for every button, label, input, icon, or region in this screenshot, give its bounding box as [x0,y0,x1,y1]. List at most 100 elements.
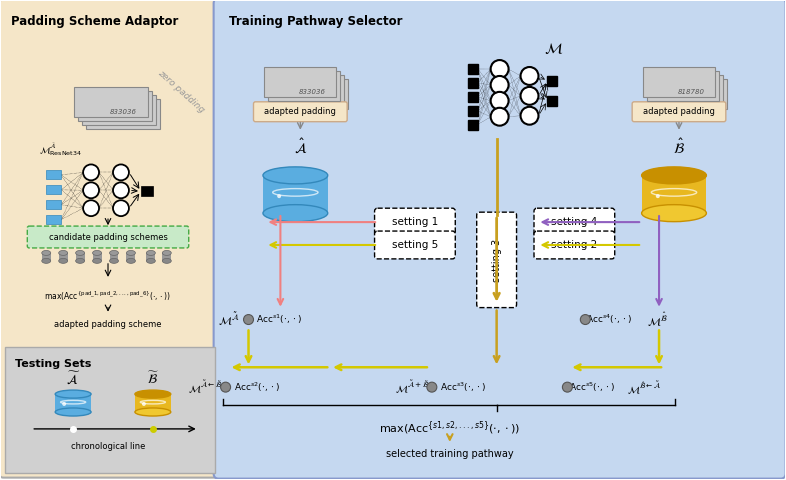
Text: 818780: 818780 [678,89,704,95]
Ellipse shape [263,204,328,222]
Ellipse shape [55,390,91,398]
FancyBboxPatch shape [647,71,719,101]
FancyBboxPatch shape [468,78,478,88]
Circle shape [83,182,99,198]
Text: $\max(\mathrm{Acc}^{\{s1,s2,...,s5\}}(\cdot,\cdot))$: $\max(\mathrm{Acc}^{\{s1,s2,...,s5\}}(\c… [380,419,520,436]
Text: $\mathrm{Acc}^{s1}(\cdot,\cdot)$: $\mathrm{Acc}^{s1}(\cdot,\cdot)$ [256,313,303,326]
Ellipse shape [109,258,119,264]
Ellipse shape [263,167,328,184]
FancyBboxPatch shape [78,91,152,120]
Text: $\widetilde{\mathcal{A}}$: $\widetilde{\mathcal{A}}$ [66,371,80,387]
FancyBboxPatch shape [468,106,478,116]
Ellipse shape [93,258,101,264]
Text: $\mathcal{M}^{\tilde{\mathcal{A}}\leftarrow\tilde{\mathcal{B}}}$: $\mathcal{M}^{\tilde{\mathcal{A}}\leftar… [188,379,222,396]
Ellipse shape [127,251,135,255]
Circle shape [427,382,437,392]
FancyBboxPatch shape [651,75,723,105]
Circle shape [113,200,129,216]
Text: $\hat{\mathcal{A}}$: $\hat{\mathcal{A}}$ [294,138,307,156]
FancyBboxPatch shape [375,208,455,236]
Text: Testing Sets: Testing Sets [16,360,92,369]
Text: $\mathrm{Acc}^{s2}(\cdot,\cdot)$: $\mathrm{Acc}^{s2}(\cdot,\cdot)$ [233,381,279,394]
Circle shape [113,182,129,198]
Circle shape [520,67,538,85]
Circle shape [580,314,590,324]
FancyBboxPatch shape [263,175,328,213]
Circle shape [83,200,99,216]
Circle shape [563,382,572,392]
Circle shape [221,382,230,392]
FancyBboxPatch shape [28,226,189,248]
Text: chronological line: chronological line [71,442,145,451]
Text: $\mathcal{M}^{\hat{\mathcal{B}}}$: $\mathcal{M}^{\hat{\mathcal{B}}}$ [647,310,667,329]
FancyBboxPatch shape [46,170,61,180]
FancyBboxPatch shape [109,253,119,261]
FancyBboxPatch shape [214,0,786,479]
FancyBboxPatch shape [643,67,714,97]
FancyBboxPatch shape [135,394,171,412]
Text: adapted padding: adapted padding [643,107,715,116]
FancyBboxPatch shape [93,253,101,261]
FancyBboxPatch shape [655,79,727,109]
Text: $\mathrm{Acc}^{s3}(\cdot,\cdot)$: $\mathrm{Acc}^{s3}(\cdot,\cdot)$ [440,381,486,394]
FancyBboxPatch shape [46,215,61,224]
Text: zero padding: zero padding [156,69,206,115]
FancyBboxPatch shape [534,231,615,259]
Ellipse shape [163,251,171,255]
FancyBboxPatch shape [269,71,340,101]
FancyBboxPatch shape [254,102,347,122]
Ellipse shape [42,251,51,255]
Circle shape [520,107,538,125]
Circle shape [490,76,509,94]
Text: $\mathcal{M}^{\tilde{\mathcal{A}}}_{\mathrm{ResNet34}}$: $\mathcal{M}^{\tilde{\mathcal{A}}}_{\mat… [39,141,82,158]
Text: $\mathrm{Acc}^{s5}(\cdot,\cdot)$: $\mathrm{Acc}^{s5}(\cdot,\cdot)$ [569,381,615,394]
Circle shape [83,165,99,180]
Text: Training Pathway Selector: Training Pathway Selector [229,15,402,28]
FancyBboxPatch shape [273,75,344,105]
Text: $\mathrm{Acc}^{s4}(\cdot,\cdot)$: $\mathrm{Acc}^{s4}(\cdot,\cdot)$ [586,313,632,326]
Text: setting 5: setting 5 [391,240,438,250]
FancyBboxPatch shape [0,0,219,478]
Text: setting 2: setting 2 [551,240,597,250]
Ellipse shape [93,251,101,255]
FancyBboxPatch shape [127,253,135,261]
Circle shape [244,314,254,324]
FancyBboxPatch shape [82,95,156,125]
FancyBboxPatch shape [468,92,478,102]
Ellipse shape [59,251,68,255]
Text: setting 1: setting 1 [391,217,438,227]
Text: adapted padding: adapted padding [264,107,336,116]
FancyBboxPatch shape [548,76,557,86]
Text: $\mathcal{M}^{\tilde{\mathcal{A}}+\tilde{\mathcal{B}}}$: $\mathcal{M}^{\tilde{\mathcal{A}}+\tilde… [395,379,430,396]
FancyBboxPatch shape [42,253,51,261]
FancyBboxPatch shape [163,253,171,261]
Circle shape [656,194,659,198]
Circle shape [62,402,66,406]
FancyBboxPatch shape [74,87,148,117]
Ellipse shape [75,258,85,264]
FancyBboxPatch shape [6,348,215,473]
Ellipse shape [42,258,51,264]
Text: setting 4: setting 4 [551,217,597,227]
FancyBboxPatch shape [75,253,85,261]
Ellipse shape [163,258,171,264]
Text: $\widetilde{\mathcal{B}}$: $\widetilde{\mathcal{B}}$ [147,371,159,387]
Text: 833036: 833036 [299,89,325,95]
Text: candidate padding schemes: candidate padding schemes [49,232,167,241]
FancyBboxPatch shape [264,67,336,97]
Text: 833036: 833036 [109,109,137,115]
Ellipse shape [135,390,171,398]
Text: $\hat{\mathcal{B}}$: $\hat{\mathcal{B}}$ [673,138,685,157]
Ellipse shape [641,204,707,222]
FancyBboxPatch shape [59,253,68,261]
Circle shape [490,92,509,110]
Ellipse shape [127,258,135,264]
Ellipse shape [146,251,156,255]
Text: $\mathcal{M}$: $\mathcal{M}$ [545,41,564,56]
FancyBboxPatch shape [476,212,516,308]
Ellipse shape [75,251,85,255]
Circle shape [277,194,281,198]
Circle shape [490,60,509,78]
FancyBboxPatch shape [548,96,557,106]
FancyBboxPatch shape [277,79,348,109]
